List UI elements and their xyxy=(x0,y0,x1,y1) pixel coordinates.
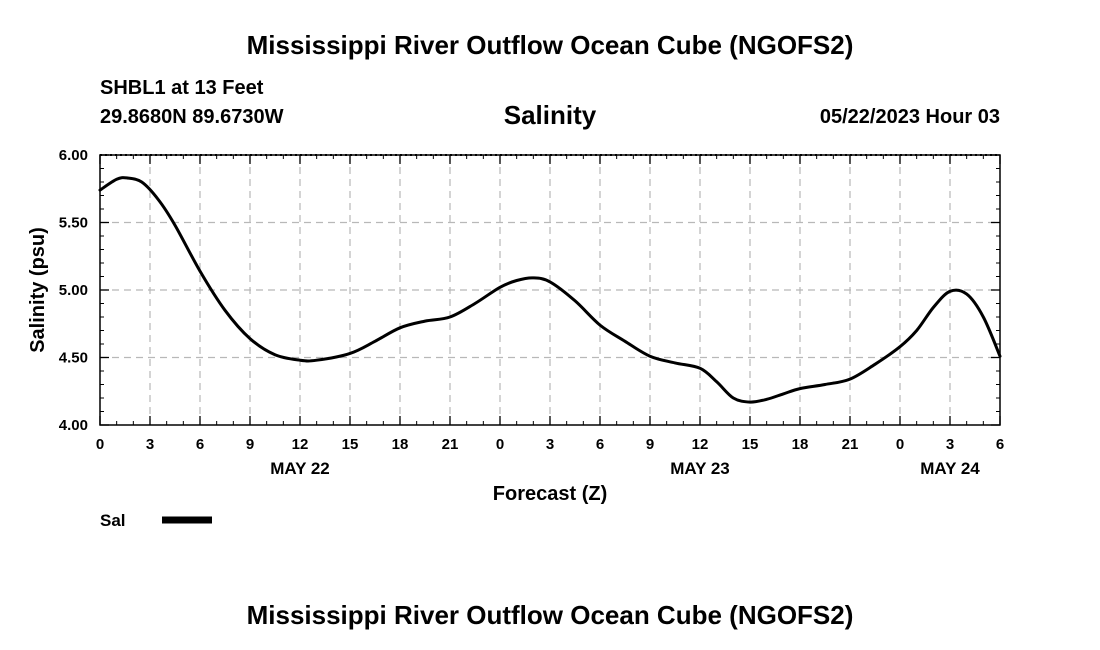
series-line-sal xyxy=(98,176,1002,404)
station-coordinates: 29.8680N 89.6730W xyxy=(100,106,284,128)
x-tick-label: 9 xyxy=(246,436,254,453)
legend: Sal xyxy=(100,511,212,530)
y-tick-label: 4.00 xyxy=(59,417,88,434)
x-tick-label: 6 xyxy=(596,436,604,453)
forecast-run-time: 05/22/2023 Hour 03 xyxy=(819,106,1000,128)
x-tick-label: 15 xyxy=(342,436,359,453)
x-tick-label: 3 xyxy=(546,436,554,453)
day-label: MAY 23 xyxy=(670,459,730,478)
y-tick-label: 5.50 xyxy=(59,215,88,232)
x-tick-label: 0 xyxy=(896,436,904,453)
chart-title: Salinity xyxy=(503,100,597,130)
x-tick-label: 12 xyxy=(692,436,709,453)
x-tick-label: 3 xyxy=(946,436,954,453)
day-label: MAY 22 xyxy=(270,459,330,478)
station-label: SHBL1 at 13 Feet xyxy=(100,77,264,99)
legend-label-sal: Sal xyxy=(100,511,126,530)
plot-frame xyxy=(99,154,1001,426)
grid-lines xyxy=(100,155,1000,425)
y-tick-label: 4.50 xyxy=(59,350,88,367)
x-tick-label: 21 xyxy=(442,436,459,453)
axis-labels: 0 3 6 9 12 15 18 21 0 3 6 9 12 15 18 21 0 3 6 4.00 4.50 5.00 5… xyxy=(59,147,1004,478)
y-tick-label: 5.00 xyxy=(59,282,88,299)
x-tick-label: 18 xyxy=(392,436,409,453)
x-tick-label: 0 xyxy=(96,436,104,453)
x-axis-label: Forecast (Z) xyxy=(493,483,607,505)
x-tick-label: 18 xyxy=(792,436,809,453)
x-tick-label: 6 xyxy=(996,436,1004,453)
footer-title: Mississippi River Outflow Ocean Cube (NG… xyxy=(246,600,854,630)
x-tick-label: 12 xyxy=(292,436,309,453)
y-tick-label: 6.00 xyxy=(59,147,88,164)
x-tick-label: 6 xyxy=(196,436,204,453)
x-tick-label: 0 xyxy=(496,436,504,453)
x-tick-label: 15 xyxy=(742,436,759,453)
x-tick-label: 3 xyxy=(146,436,154,453)
day-label: MAY 24 xyxy=(920,459,980,478)
x-tick-label: 9 xyxy=(646,436,654,453)
main-title: Mississippi River Outflow Ocean Cube (NG… xyxy=(246,30,854,60)
y-axis-label: Salinity (psu) xyxy=(27,227,49,353)
x-tick-label: 21 xyxy=(842,436,859,453)
